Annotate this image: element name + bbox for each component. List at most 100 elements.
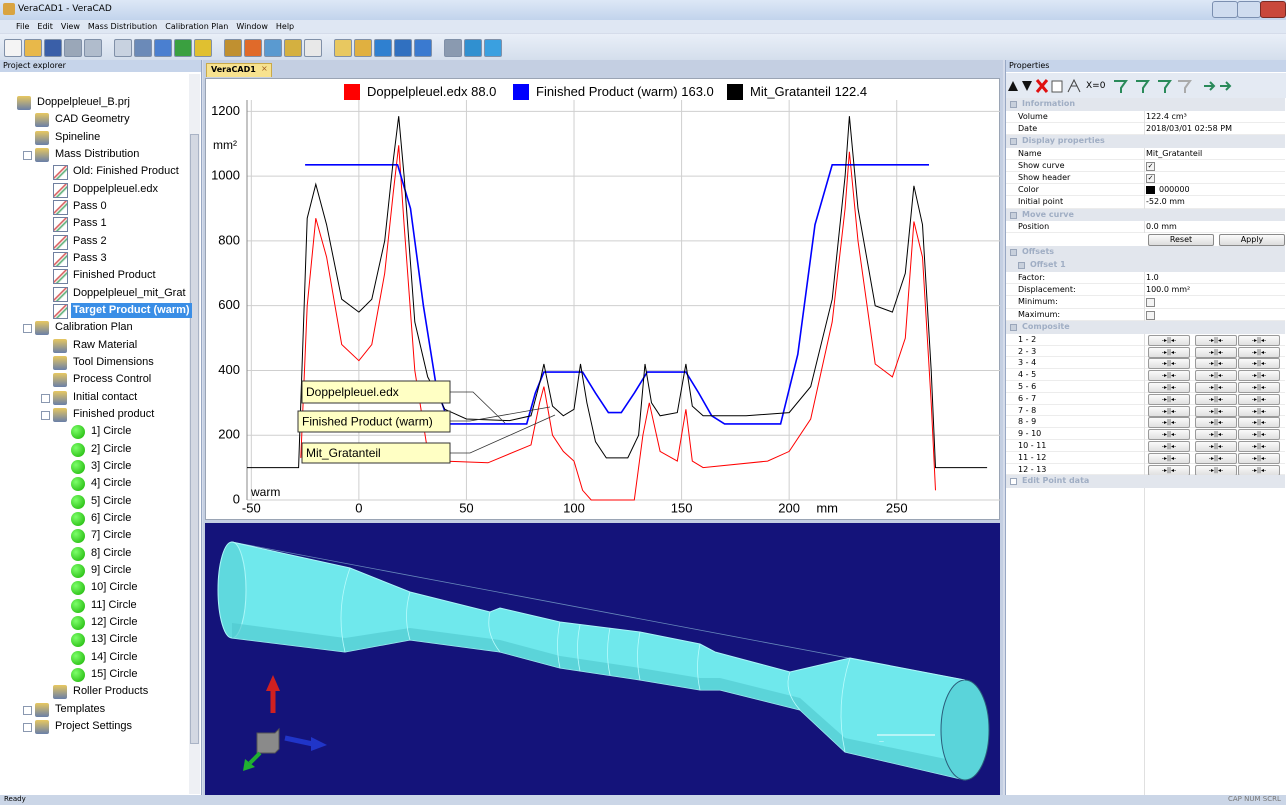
composite-button[interactable]: -▸||◂- [1238, 465, 1280, 476]
tree-item[interactable]: Roller Products [71, 684, 150, 699]
menu-item[interactable]: Help [276, 20, 294, 33]
section-toggle[interactable] [1010, 249, 1017, 256]
composite-button[interactable]: -▸||◂- [1195, 429, 1237, 440]
composite-button[interactable]: -▸||◂- [1148, 429, 1190, 440]
tree-item[interactable]: 11] Circle [89, 598, 139, 613]
composite-button[interactable]: -▸||◂- [1148, 465, 1190, 476]
composite-button[interactable]: -▸||◂- [1238, 335, 1280, 346]
section-toggle[interactable] [1018, 262, 1025, 269]
tree-item[interactable]: Pass 3 [71, 251, 109, 266]
filter-2[interactable] [1136, 81, 1148, 93]
composite-button[interactable]: -▸||◂- [1148, 394, 1190, 405]
tab-close[interactable]: × [261, 64, 268, 73]
toolbar-button[interactable] [264, 39, 282, 57]
tree-item[interactable]: CAD Geometry [53, 112, 132, 127]
composite-button[interactable]: -▸||◂- [1195, 358, 1237, 369]
scrollbar[interactable] [189, 74, 200, 794]
tree-item[interactable]: Pass 1 [71, 216, 109, 231]
composite-button[interactable]: -▸||◂- [1238, 382, 1280, 393]
composite-button[interactable]: -▸||◂- [1195, 441, 1237, 452]
toolbar-button[interactable] [444, 39, 462, 57]
export[interactable] [1220, 82, 1230, 90]
tree-item[interactable]: Templates [53, 702, 107, 717]
tree-expander[interactable] [41, 394, 50, 403]
tree-item[interactable]: 13] Circle [89, 632, 139, 647]
composite-button[interactable]: -▸||◂- [1148, 382, 1190, 393]
tree-expander[interactable] [41, 411, 50, 420]
tree-item[interactable]: Spineline [53, 130, 102, 145]
composite-button[interactable]: -▸||◂- [1148, 441, 1190, 452]
menu-item[interactable]: View [61, 20, 80, 33]
document-tab[interactable]: VeraCAD1 × [206, 63, 272, 77]
composite-button[interactable]: -▸||◂- [1195, 347, 1237, 358]
composite-button[interactable]: -▸||◂- [1195, 417, 1237, 428]
composite-button[interactable]: -▸||◂- [1195, 335, 1237, 346]
toolbar-button[interactable] [334, 39, 352, 57]
menu-item[interactable]: File [16, 20, 29, 33]
tree-item[interactable]: Tool Dimensions [71, 355, 156, 370]
composite-button[interactable]: -▸||◂- [1148, 370, 1190, 381]
mirror[interactable] [1068, 80, 1080, 92]
tree-item[interactable]: 15] Circle [89, 667, 139, 682]
section-toggle[interactable] [1010, 324, 1017, 331]
composite-button[interactable]: -▸||◂- [1195, 394, 1237, 405]
composite-button[interactable]: -▸||◂- [1238, 358, 1280, 369]
tree-item[interactable]: 2] Circle [89, 442, 133, 457]
composite-button[interactable]: -▸||◂- [1238, 347, 1280, 358]
toolbar-button[interactable] [394, 39, 412, 57]
tree-item[interactable]: Project Settings [53, 719, 134, 734]
tree-item[interactable]: Finished product [71, 407, 156, 422]
composite-button[interactable]: -▸||◂- [1238, 417, 1280, 428]
toolbar-button[interactable] [224, 39, 242, 57]
toolbar-button[interactable] [134, 39, 152, 57]
tree-item[interactable]: 10] Circle [89, 580, 139, 595]
toolbar-button[interactable] [4, 39, 22, 57]
tree-item[interactable]: Finished Product [71, 268, 158, 283]
tree-item[interactable]: Raw Material [71, 338, 139, 353]
tree-item[interactable]: 4] Circle [89, 476, 133, 491]
close-button[interactable] [1260, 1, 1286, 18]
tree-expander[interactable] [23, 706, 32, 715]
composite-button[interactable]: -▸||◂- [1148, 358, 1190, 369]
tree-item[interactable]: 9] Circle [89, 563, 133, 578]
checkbox[interactable] [1146, 298, 1155, 307]
tree-item[interactable]: Pass 0 [71, 199, 109, 214]
section-toggle[interactable] [1010, 101, 1017, 108]
menu-item[interactable]: Calibration Plan [165, 20, 228, 33]
checkbox[interactable]: ✓ [1146, 174, 1155, 183]
composite-button[interactable]: -▸||◂- [1238, 370, 1280, 381]
tree-item[interactable]: Old: Finished Product [71, 164, 181, 179]
toolbar-button[interactable] [464, 39, 482, 57]
composite-button[interactable]: -▸||◂- [1195, 453, 1237, 464]
checkbox[interactable] [1146, 311, 1155, 320]
maximize-button[interactable] [1237, 1, 1261, 18]
copy[interactable] [1052, 81, 1062, 92]
composite-button[interactable]: -▸||◂- [1238, 406, 1280, 417]
toolbar-button[interactable] [114, 39, 132, 57]
toolbar-button[interactable] [244, 39, 262, 57]
tree-expander[interactable] [23, 151, 32, 160]
composite-button[interactable]: -▸||◂- [1148, 347, 1190, 358]
filter[interactable] [1114, 81, 1126, 93]
composite-button[interactable]: -▸||◂- [1238, 394, 1280, 405]
toolbar-button[interactable] [284, 39, 302, 57]
toolbar-button[interactable] [174, 39, 192, 57]
tree-item[interactable]: Calibration Plan [53, 320, 135, 335]
scroll-thumb[interactable] [190, 134, 199, 744]
button[interactable]: Apply [1219, 234, 1285, 246]
composite-button[interactable]: -▸||◂- [1148, 406, 1190, 417]
tree-item[interactable]: Initial contact [71, 390, 139, 405]
composite-button[interactable]: -▸||◂- [1148, 335, 1190, 346]
tree-item[interactable]: 12] Circle [89, 615, 139, 630]
composite-button[interactable]: -▸||◂- [1238, 429, 1280, 440]
tree-item[interactable]: Doppelpleuel.edx [71, 182, 160, 197]
tree-expander[interactable] [23, 723, 32, 732]
composite-button[interactable]: -▸||◂- [1195, 370, 1237, 381]
tree-item[interactable]: Pass 2 [71, 234, 109, 249]
toolbar-button[interactable] [24, 39, 42, 57]
tree-item[interactable]: 8] Circle [89, 546, 133, 561]
tree-item[interactable]: Process Control [71, 372, 153, 387]
tree-item[interactable]: Doppelpleuel_B.prj [35, 95, 132, 110]
toolbar-button[interactable] [44, 39, 62, 57]
composite-button[interactable]: -▸||◂- [1148, 417, 1190, 428]
